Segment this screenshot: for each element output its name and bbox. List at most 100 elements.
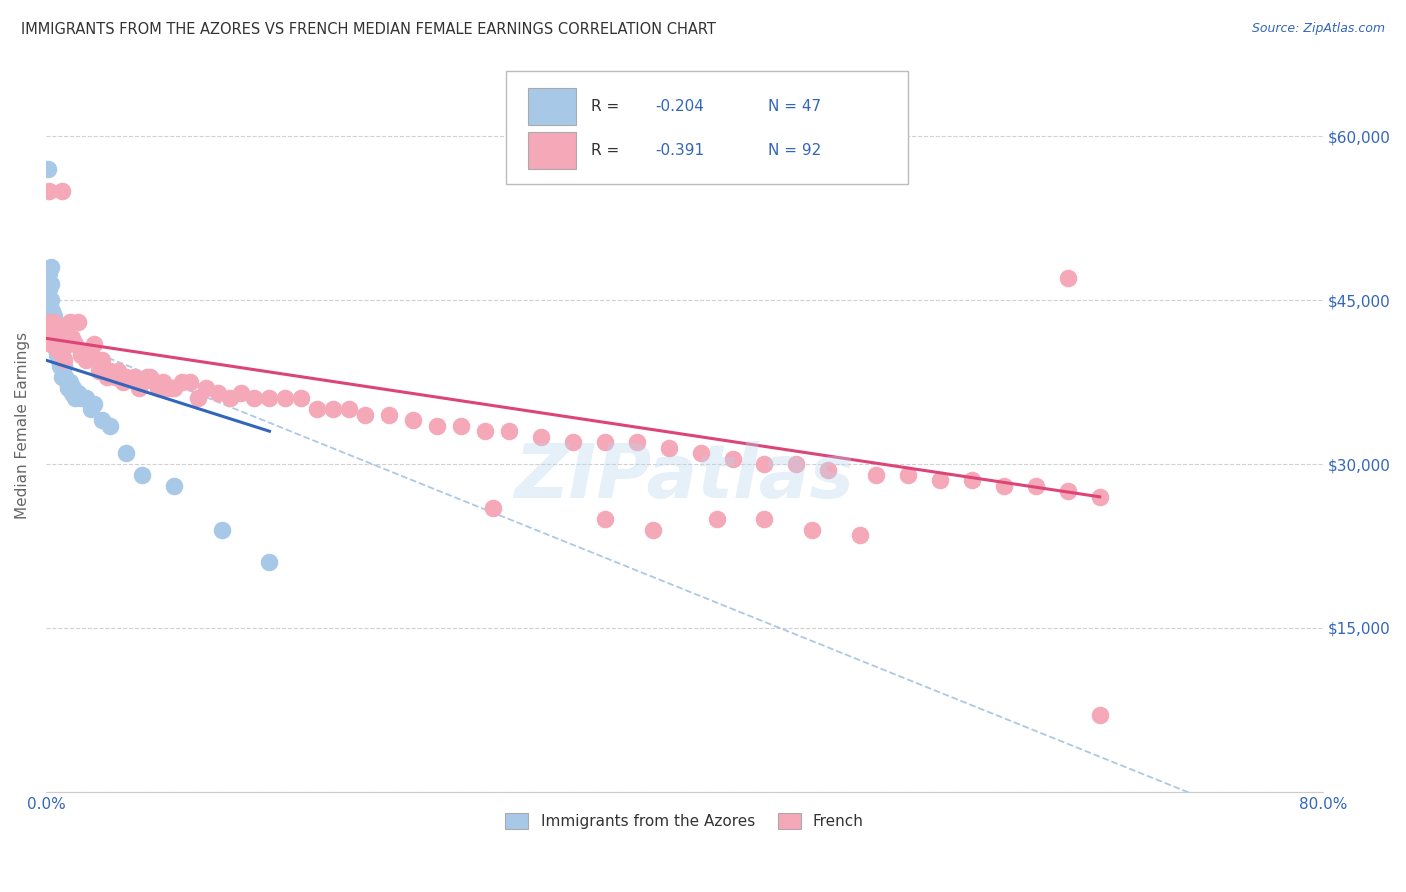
- Bar: [527, 88, 576, 125]
- Point: [66, 315, 89, 329]
- Point: [128, 380, 150, 394]
- Point: [131, 467, 153, 482]
- Point: [114, 446, 136, 460]
- Point: [482, 500, 505, 515]
- Point: [37, 315, 59, 329]
- Point: [48, 343, 70, 357]
- Point: [689, 446, 711, 460]
- Text: Source: ZipAtlas.com: Source: ZipAtlas.com: [1251, 22, 1385, 36]
- Point: [42, 315, 65, 329]
- Y-axis label: Median Female Earnings: Median Female Earnings: [15, 332, 30, 519]
- Point: [290, 392, 312, 406]
- Point: [107, 364, 129, 378]
- Point: [58, 336, 80, 351]
- Point: [207, 386, 229, 401]
- Bar: [527, 132, 576, 169]
- Point: [155, 380, 177, 394]
- Point: [39, 277, 62, 291]
- Point: [49, 359, 72, 373]
- Point: [706, 511, 728, 525]
- Point: [52, 353, 75, 368]
- Point: [229, 386, 252, 401]
- Point: [52, 359, 75, 373]
- Point: [60, 386, 83, 401]
- Point: [139, 369, 162, 384]
- Point: [46, 343, 69, 357]
- Point: [593, 511, 616, 525]
- Point: [58, 380, 80, 394]
- Point: [55, 375, 77, 389]
- Text: R =: R =: [592, 99, 624, 114]
- Point: [42, 310, 65, 324]
- Point: [658, 441, 681, 455]
- Point: [42, 326, 65, 340]
- Text: N = 47: N = 47: [768, 99, 821, 114]
- Point: [849, 528, 872, 542]
- Point: [79, 402, 101, 417]
- Point: [66, 386, 89, 401]
- Point: [561, 435, 583, 450]
- Point: [75, 392, 97, 406]
- Point: [87, 364, 110, 378]
- Point: [146, 380, 169, 394]
- Point: [48, 326, 70, 340]
- Text: -0.391: -0.391: [655, 143, 704, 158]
- Point: [45, 343, 67, 357]
- Point: [307, 402, 329, 417]
- Point: [993, 479, 1015, 493]
- Point: [75, 353, 97, 368]
- Point: [322, 402, 344, 417]
- Point: [96, 369, 118, 384]
- Point: [114, 369, 136, 384]
- Point: [354, 408, 377, 422]
- Point: [90, 353, 112, 368]
- Point: [39, 326, 62, 340]
- Point: [402, 413, 425, 427]
- Point: [259, 556, 281, 570]
- Legend: Immigrants from the Azores, French: Immigrants from the Azores, French: [499, 807, 870, 836]
- FancyBboxPatch shape: [506, 70, 908, 184]
- Point: [122, 369, 145, 384]
- Point: [48, 353, 70, 368]
- Point: [179, 375, 201, 389]
- Point: [59, 315, 82, 329]
- Point: [960, 474, 983, 488]
- Point: [51, 348, 73, 362]
- Text: R =: R =: [592, 143, 630, 158]
- Point: [79, 343, 101, 357]
- Point: [143, 375, 166, 389]
- Point: [152, 375, 174, 389]
- Point: [38, 282, 60, 296]
- Point: [187, 392, 209, 406]
- Point: [98, 364, 121, 378]
- Point: [62, 380, 84, 394]
- Point: [1056, 484, 1078, 499]
- Point: [39, 336, 62, 351]
- Point: [450, 418, 472, 433]
- Point: [721, 451, 744, 466]
- Point: [38, 184, 60, 198]
- Point: [242, 392, 264, 406]
- Point: [211, 523, 233, 537]
- Point: [1088, 708, 1111, 723]
- Point: [83, 397, 105, 411]
- Point: [259, 392, 281, 406]
- Point: [98, 418, 121, 433]
- Point: [159, 380, 181, 394]
- Point: [42, 331, 65, 345]
- Point: [90, 413, 112, 427]
- Point: [530, 430, 553, 444]
- Point: [39, 293, 62, 307]
- Point: [1056, 271, 1078, 285]
- Point: [131, 375, 153, 389]
- Point: [41, 304, 63, 318]
- Point: [474, 424, 496, 438]
- Point: [593, 435, 616, 450]
- Point: [163, 380, 186, 394]
- Point: [754, 511, 776, 525]
- Point: [498, 424, 520, 438]
- Point: [46, 336, 69, 351]
- Point: [111, 375, 134, 389]
- Point: [42, 320, 65, 334]
- Point: [51, 348, 73, 362]
